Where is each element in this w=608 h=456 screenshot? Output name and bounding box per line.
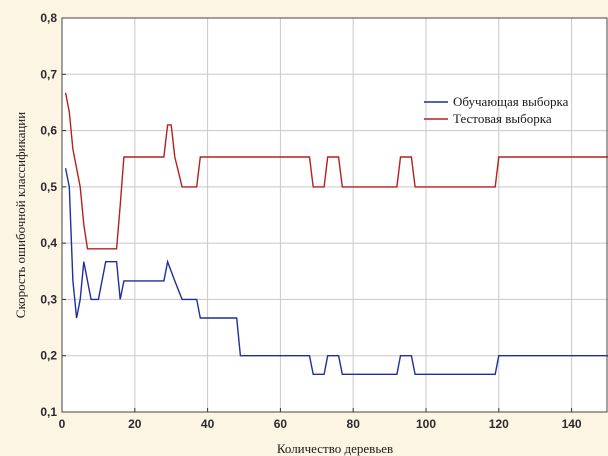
- plot-area: [62, 18, 608, 412]
- x-tick-label: 40: [201, 417, 215, 431]
- grid: [62, 18, 608, 412]
- x-tick-label: 120: [489, 417, 509, 431]
- x-tick-label: 60: [274, 417, 288, 431]
- x-tick-label: 100: [416, 417, 436, 431]
- y-tick-label: 0,6: [40, 124, 57, 138]
- y-axis-title: Скорость ошибочной классификации: [13, 112, 28, 318]
- x-axis-title: Количество деревьев: [277, 441, 393, 456]
- y-tick-label: 0,7: [40, 67, 57, 81]
- y-tick-label: 0,5: [40, 180, 57, 194]
- y-tick-label: 0,4: [40, 236, 57, 250]
- legend-label-1: Обучающая выборка: [453, 94, 569, 109]
- legend: Обучающая выборка Тестовая выборка: [424, 94, 569, 126]
- series-line-1: [64, 168, 608, 375]
- tick-labels: 0,1 0,2 0,3 0,4 0,5 0,6 0,7 0,8 0 20 40 60 80 100 120 1…: [40, 11, 582, 431]
- series-lines: [64, 92, 608, 375]
- y-tick-label: 0,1: [40, 405, 57, 419]
- y-tick-label: 0,3: [40, 292, 57, 306]
- legend-label-2: Тестовая выборка: [453, 111, 552, 126]
- x-tick-label: 20: [128, 417, 142, 431]
- series-line-2: [64, 92, 608, 250]
- x-tick-label: 140: [562, 417, 582, 431]
- plot-frame: [61, 17, 608, 413]
- x-tick-label: 0: [59, 417, 66, 431]
- y-tick-label: 0,8: [40, 11, 57, 25]
- axes: [61, 17, 608, 413]
- x-tick-label: 80: [347, 417, 361, 431]
- y-tick-label: 0,2: [40, 349, 57, 363]
